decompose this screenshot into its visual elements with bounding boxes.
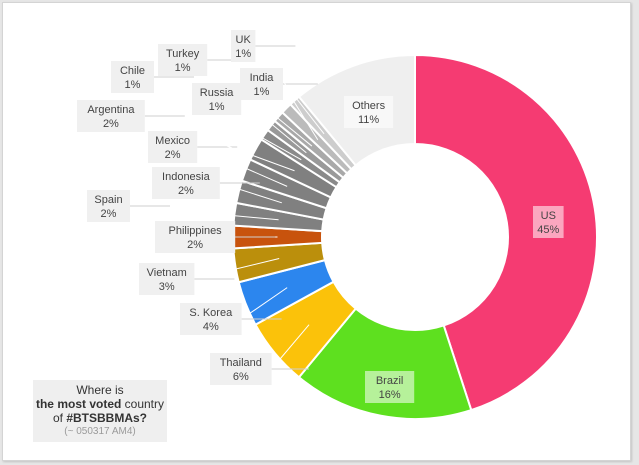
slice-percent-text: 16% <box>379 389 401 401</box>
label-box <box>87 190 130 222</box>
label-india: India 1% <box>240 68 283 100</box>
slice-label-text: Turkey <box>166 48 200 60</box>
label-russia: Russia 1% <box>192 83 242 115</box>
leader-line-india <box>282 83 319 141</box>
label-box <box>231 30 256 62</box>
slice-label-text: Mexico <box>155 135 190 147</box>
slice-percent-text: 1% <box>175 62 191 74</box>
slice-percent-text: 1% <box>209 101 225 113</box>
slice-percent-text: 2% <box>165 149 181 161</box>
leader-line-russia <box>240 98 307 154</box>
label-box <box>77 100 145 132</box>
chart-caption: Where is the most voted country of #BTSB… <box>33 380 167 442</box>
label-box <box>365 371 415 403</box>
chart-frame: US 45% Brazil 16% Thailand 6% S. Korea 4% Vietna… <box>2 2 631 461</box>
slice-label-text: Philippines <box>168 225 222 237</box>
leader-line-thailand <box>271 324 310 370</box>
leader-line-argentina <box>144 115 295 172</box>
slice-percent-text: 2% <box>101 208 117 220</box>
slice-percent-text: 45% <box>537 224 559 236</box>
slice-percent-text: 3% <box>159 281 175 293</box>
label-box <box>180 303 242 335</box>
label-turkey: Turkey 1% <box>158 44 208 76</box>
leader-line-s-korea <box>241 287 288 320</box>
slice-brazil <box>297 307 473 420</box>
label-uk: UK 1% <box>231 30 256 62</box>
caption-text: country <box>121 397 165 411</box>
label-box <box>192 83 242 115</box>
slice-label-text: S. Korea <box>189 307 233 319</box>
slice-label-text: Chile <box>120 65 145 77</box>
slice-percent-text: 6% <box>233 371 249 383</box>
slice-percent-text: 1% <box>125 79 141 91</box>
slice-label-text: Spain <box>94 194 122 206</box>
leader-lines <box>129 45 325 370</box>
caption-line-1: Where is <box>76 383 124 397</box>
slice-label-text: Indonesia <box>162 171 211 183</box>
label-thailand: Thailand 6% <box>210 353 272 385</box>
slice-label-text: Thailand <box>220 357 262 369</box>
slice-label-text: Others <box>352 100 386 112</box>
label-chile: Chile 1% <box>111 61 154 93</box>
slice-percent-text: 2% <box>187 239 203 251</box>
slice-percent-text: 11% <box>358 114 379 126</box>
label-box <box>533 206 564 238</box>
slice-label-text: Russia <box>200 87 235 99</box>
leader-line-chile <box>153 76 302 161</box>
slice-label-text: Argentina <box>87 104 135 116</box>
label-indonesia: Indonesia 2% <box>152 167 220 199</box>
label-vietnam: Vietnam 3% <box>139 263 195 295</box>
label-mexico: Mexico 2% <box>148 131 198 163</box>
caption-bold-text: the most voted <box>35 397 122 411</box>
label-philippines: Philippines 2% <box>155 221 236 253</box>
label-box <box>240 68 283 100</box>
label-s-korea: S. Korea 4% <box>180 303 242 335</box>
leader-line-uk <box>255 45 325 135</box>
label-box <box>148 131 198 163</box>
slice-label-text: India <box>250 72 275 84</box>
leader-line-indonesia <box>219 182 282 204</box>
label-argentina: Argentina 2% <box>77 100 145 132</box>
label-box <box>344 96 394 128</box>
slice-percent-text: 2% <box>178 185 194 197</box>
slice-percent-text: 1% <box>235 48 251 60</box>
label-box <box>139 263 195 295</box>
label-spain: Spain 2% <box>87 190 130 222</box>
label-box <box>210 353 272 385</box>
slice-percent-text: 1% <box>254 86 270 98</box>
slice-label-text: US <box>541 210 556 222</box>
label-box <box>111 61 154 93</box>
label-box <box>155 221 236 253</box>
caption-timestamp: (~ 050317 AM4) <box>64 426 136 437</box>
slice-label-text: UK <box>236 34 252 46</box>
leader-line-turkey <box>206 59 313 147</box>
slice-percent-text: 4% <box>203 321 219 333</box>
label-others: Others 11% <box>344 96 394 128</box>
slice-label-text: Vietnam <box>147 267 187 279</box>
donut-chart: US 45% Brazil 16% Thailand 6% S. Korea 4% Vietna… <box>77 30 598 420</box>
label-box <box>158 44 208 76</box>
slice-label-text: Brazil <box>376 375 404 387</box>
slice-percent-text: 2% <box>103 118 119 130</box>
slice-us <box>414 53 598 412</box>
caption-hashtag: #BTSBBMAs? <box>66 411 147 425</box>
leader-line-mexico <box>196 146 288 187</box>
leader-line-vietnam <box>194 258 280 280</box>
label-brazil: Brazil 16% <box>365 371 415 403</box>
caption-line-2: the most voted country <box>33 397 167 411</box>
caption-line-3: of #BTSBBMAs? <box>33 411 167 425</box>
label-box <box>152 167 220 199</box>
leader-line-spain <box>129 205 279 221</box>
slice-labels: US 45% Brazil 16% Thailand 6% S. Korea 4% Vietna… <box>77 30 564 403</box>
caption-text: of <box>52 411 67 425</box>
label-us: US 45% <box>533 206 564 238</box>
